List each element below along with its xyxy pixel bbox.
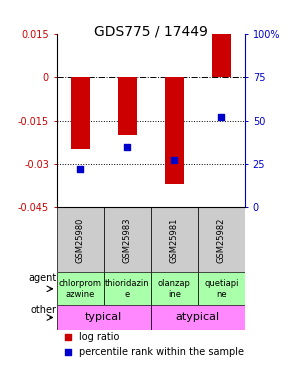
Text: GDS775 / 17449: GDS775 / 17449 (94, 24, 208, 38)
Point (219, 114, 224, 120)
Text: log ratio: log ratio (79, 332, 119, 342)
Bar (118, 77, 137, 135)
Point (66, 350, 70, 355)
Point (172, 158, 177, 164)
Text: thioridazin
e: thioridazin e (105, 279, 150, 298)
Point (125, 144, 130, 150)
Text: GSM25982: GSM25982 (217, 217, 226, 262)
Text: chlorprom
azwine: chlorprom azwine (59, 279, 102, 298)
Point (66, 334, 70, 340)
Bar (151, 305, 245, 330)
Text: atypical: atypical (176, 312, 220, 322)
Text: GSM25983: GSM25983 (123, 217, 132, 262)
Bar (57, 207, 104, 272)
Bar (212, 34, 231, 77)
Point (78, 166, 82, 172)
Bar (104, 272, 151, 305)
Text: quetiapi
ne: quetiapi ne (204, 279, 239, 298)
Bar (57, 272, 104, 305)
Bar (198, 272, 245, 305)
Bar (165, 77, 184, 184)
Text: agent: agent (28, 273, 57, 283)
Text: percentile rank within the sample: percentile rank within the sample (79, 347, 244, 357)
Text: typical: typical (85, 312, 122, 322)
Text: olanzap
ine: olanzap ine (158, 279, 191, 298)
Text: other: other (30, 305, 57, 315)
Text: GSM25980: GSM25980 (76, 217, 85, 262)
Bar (151, 272, 198, 305)
Text: GSM25981: GSM25981 (170, 217, 179, 262)
Bar (198, 207, 245, 272)
Bar (151, 207, 198, 272)
Bar (104, 207, 151, 272)
Bar (57, 305, 151, 330)
Bar (71, 77, 90, 150)
